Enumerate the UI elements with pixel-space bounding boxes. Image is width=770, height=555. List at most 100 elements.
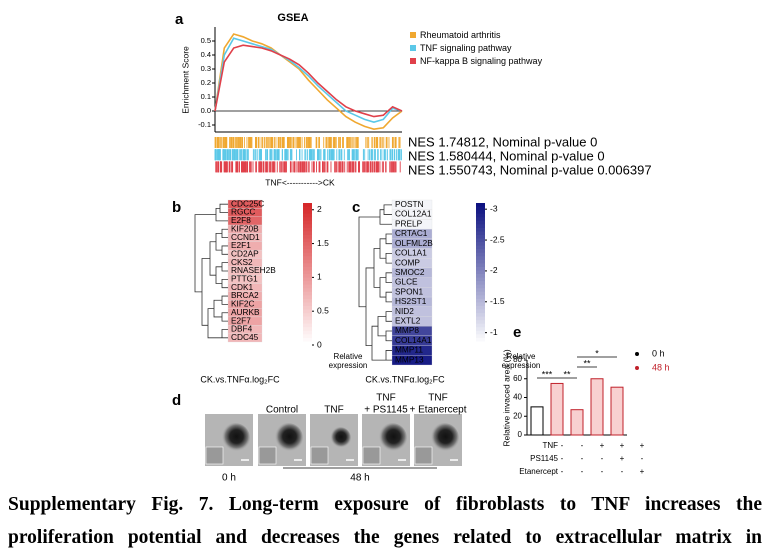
- treatment-label: + PS1145: [364, 405, 408, 416]
- inset: [362, 446, 381, 465]
- legend-dot: [635, 366, 639, 370]
- es-curve: [214, 37, 403, 124]
- y-tick-label: 0: [518, 430, 523, 439]
- colorbar-step: [303, 238, 312, 243]
- colorbar-step: [303, 341, 312, 346]
- significance-label: **: [563, 369, 571, 379]
- colorbar-step: [476, 266, 485, 271]
- colorbar-step: [476, 334, 485, 339]
- legend-swatch: [410, 45, 416, 51]
- inset: [414, 446, 433, 465]
- colorbar-tick-label: -1: [490, 327, 498, 337]
- bar: [530, 406, 544, 436]
- colorbar-step: [303, 284, 312, 289]
- colorbar-step: [476, 224, 485, 229]
- colorbar-step: [303, 295, 312, 300]
- colorbar-step: [476, 227, 485, 232]
- bar: [590, 378, 604, 436]
- colorbar-step: [476, 302, 485, 307]
- gene-label: AURKB: [231, 307, 260, 317]
- colorbar-step: [303, 249, 312, 254]
- colorbar-tick-label: 2: [317, 204, 322, 214]
- y-tick-label: 0.5: [201, 36, 211, 45]
- chart-title: GSEA: [277, 12, 308, 24]
- legend-label: TNF signaling pathway: [420, 43, 512, 53]
- colorbar-step: [303, 242, 312, 247]
- colorbar-step: [476, 341, 485, 346]
- legend-swatch: [410, 58, 416, 64]
- colorbar-tick-label: -2.5: [490, 234, 505, 244]
- treatment-label: TNF: [428, 393, 447, 404]
- colorbar-step: [476, 284, 485, 289]
- gene-label: CDC45: [231, 332, 259, 342]
- colorbar-tick-label: -1.5: [490, 296, 505, 306]
- gene-label: NID2: [395, 306, 414, 316]
- gene-label: CDK1: [231, 282, 254, 292]
- colorbar-step: [476, 327, 485, 332]
- gene-label: COL12A1: [395, 209, 432, 219]
- colorbar-step: [476, 298, 485, 303]
- panel-label: c: [352, 199, 360, 216]
- condition-mark: +: [600, 441, 605, 450]
- gene-label: E2F7: [231, 315, 251, 325]
- gene-label: RNASEH2B: [231, 265, 276, 275]
- colorbar-step: [476, 203, 485, 208]
- colorbar-step: [476, 274, 485, 279]
- condition-mark: -: [581, 441, 584, 450]
- colorbar-step: [303, 327, 312, 332]
- gene-label: E2F1: [231, 240, 251, 250]
- es-curve: [214, 33, 403, 131]
- nes-annotation: NES 1.580444, Nominal p-value 0: [408, 148, 605, 163]
- colorbar-tick-label: 1: [317, 272, 322, 282]
- x-axis-label: TNF<----------->CK: [265, 177, 335, 187]
- colorbar-step: [476, 234, 485, 239]
- legend-dot: [635, 352, 639, 356]
- gene-label: DBF4: [231, 324, 253, 334]
- es-curve: [214, 44, 403, 118]
- colorbar-step: [476, 213, 485, 218]
- colorbar-step: [476, 323, 485, 328]
- gene-label: KIF2C: [231, 299, 255, 309]
- y-tick-label: 0.0: [201, 106, 211, 115]
- colorbar-step: [476, 238, 485, 243]
- condition-mark: -: [621, 467, 624, 476]
- panel-label: a: [175, 11, 184, 28]
- colorbar-step: [303, 266, 312, 271]
- barcode-bg: [215, 149, 402, 161]
- colorbar-step: [476, 220, 485, 225]
- y-tick-label: 40: [513, 393, 522, 402]
- colorbar-tick-label: 0: [317, 339, 322, 349]
- colorbar-step: [303, 291, 312, 296]
- colorbar-step: [303, 316, 312, 321]
- condition-mark: -: [561, 454, 564, 463]
- colorbar-step: [303, 334, 312, 339]
- spheroid: [429, 423, 459, 453]
- colorbar-label: Relative expression: [329, 352, 368, 370]
- colorbar-step: [476, 337, 485, 342]
- panel-label: b: [172, 199, 181, 216]
- significance-label: *: [595, 348, 599, 358]
- bar: [610, 386, 624, 436]
- legend-label: NF-kappa B signaling pathway: [420, 56, 543, 66]
- figure-panels: a GSEA -0.1 0.0 0.1 0.2 0.3 0.4 0.5 Enrichment Sc…: [172, 11, 670, 484]
- colorbar-step: [476, 231, 485, 236]
- time-label: 48 h: [350, 473, 369, 484]
- colorbar-label: Relative expression: [502, 352, 541, 370]
- colorbar-tick-label: -3: [490, 203, 498, 213]
- colorbar-step: [303, 234, 312, 239]
- colorbar-tick-label: 1.5: [317, 238, 329, 248]
- gene-label: RGCC: [231, 207, 255, 217]
- y-axis-label: Relative invaced area (%): [501, 349, 511, 446]
- colorbar-step: [476, 320, 485, 325]
- y-tick-label: 60: [513, 374, 522, 383]
- colorbar-step: [303, 274, 312, 279]
- colorbar-step: [476, 281, 485, 286]
- nes-annotation: NES 1.550743, Nominal p-value 0.006397: [408, 162, 652, 177]
- gene-label: BRCA2: [231, 290, 259, 300]
- y-tick-label: -0.1: [198, 120, 211, 129]
- condition-mark: -: [581, 454, 584, 463]
- y-tick-label: 0.3: [201, 64, 211, 73]
- x-axis-label: CK.vs.TNFα.log₂FC: [365, 374, 445, 384]
- colorbar-step: [476, 277, 485, 282]
- colorbar-step: [303, 252, 312, 257]
